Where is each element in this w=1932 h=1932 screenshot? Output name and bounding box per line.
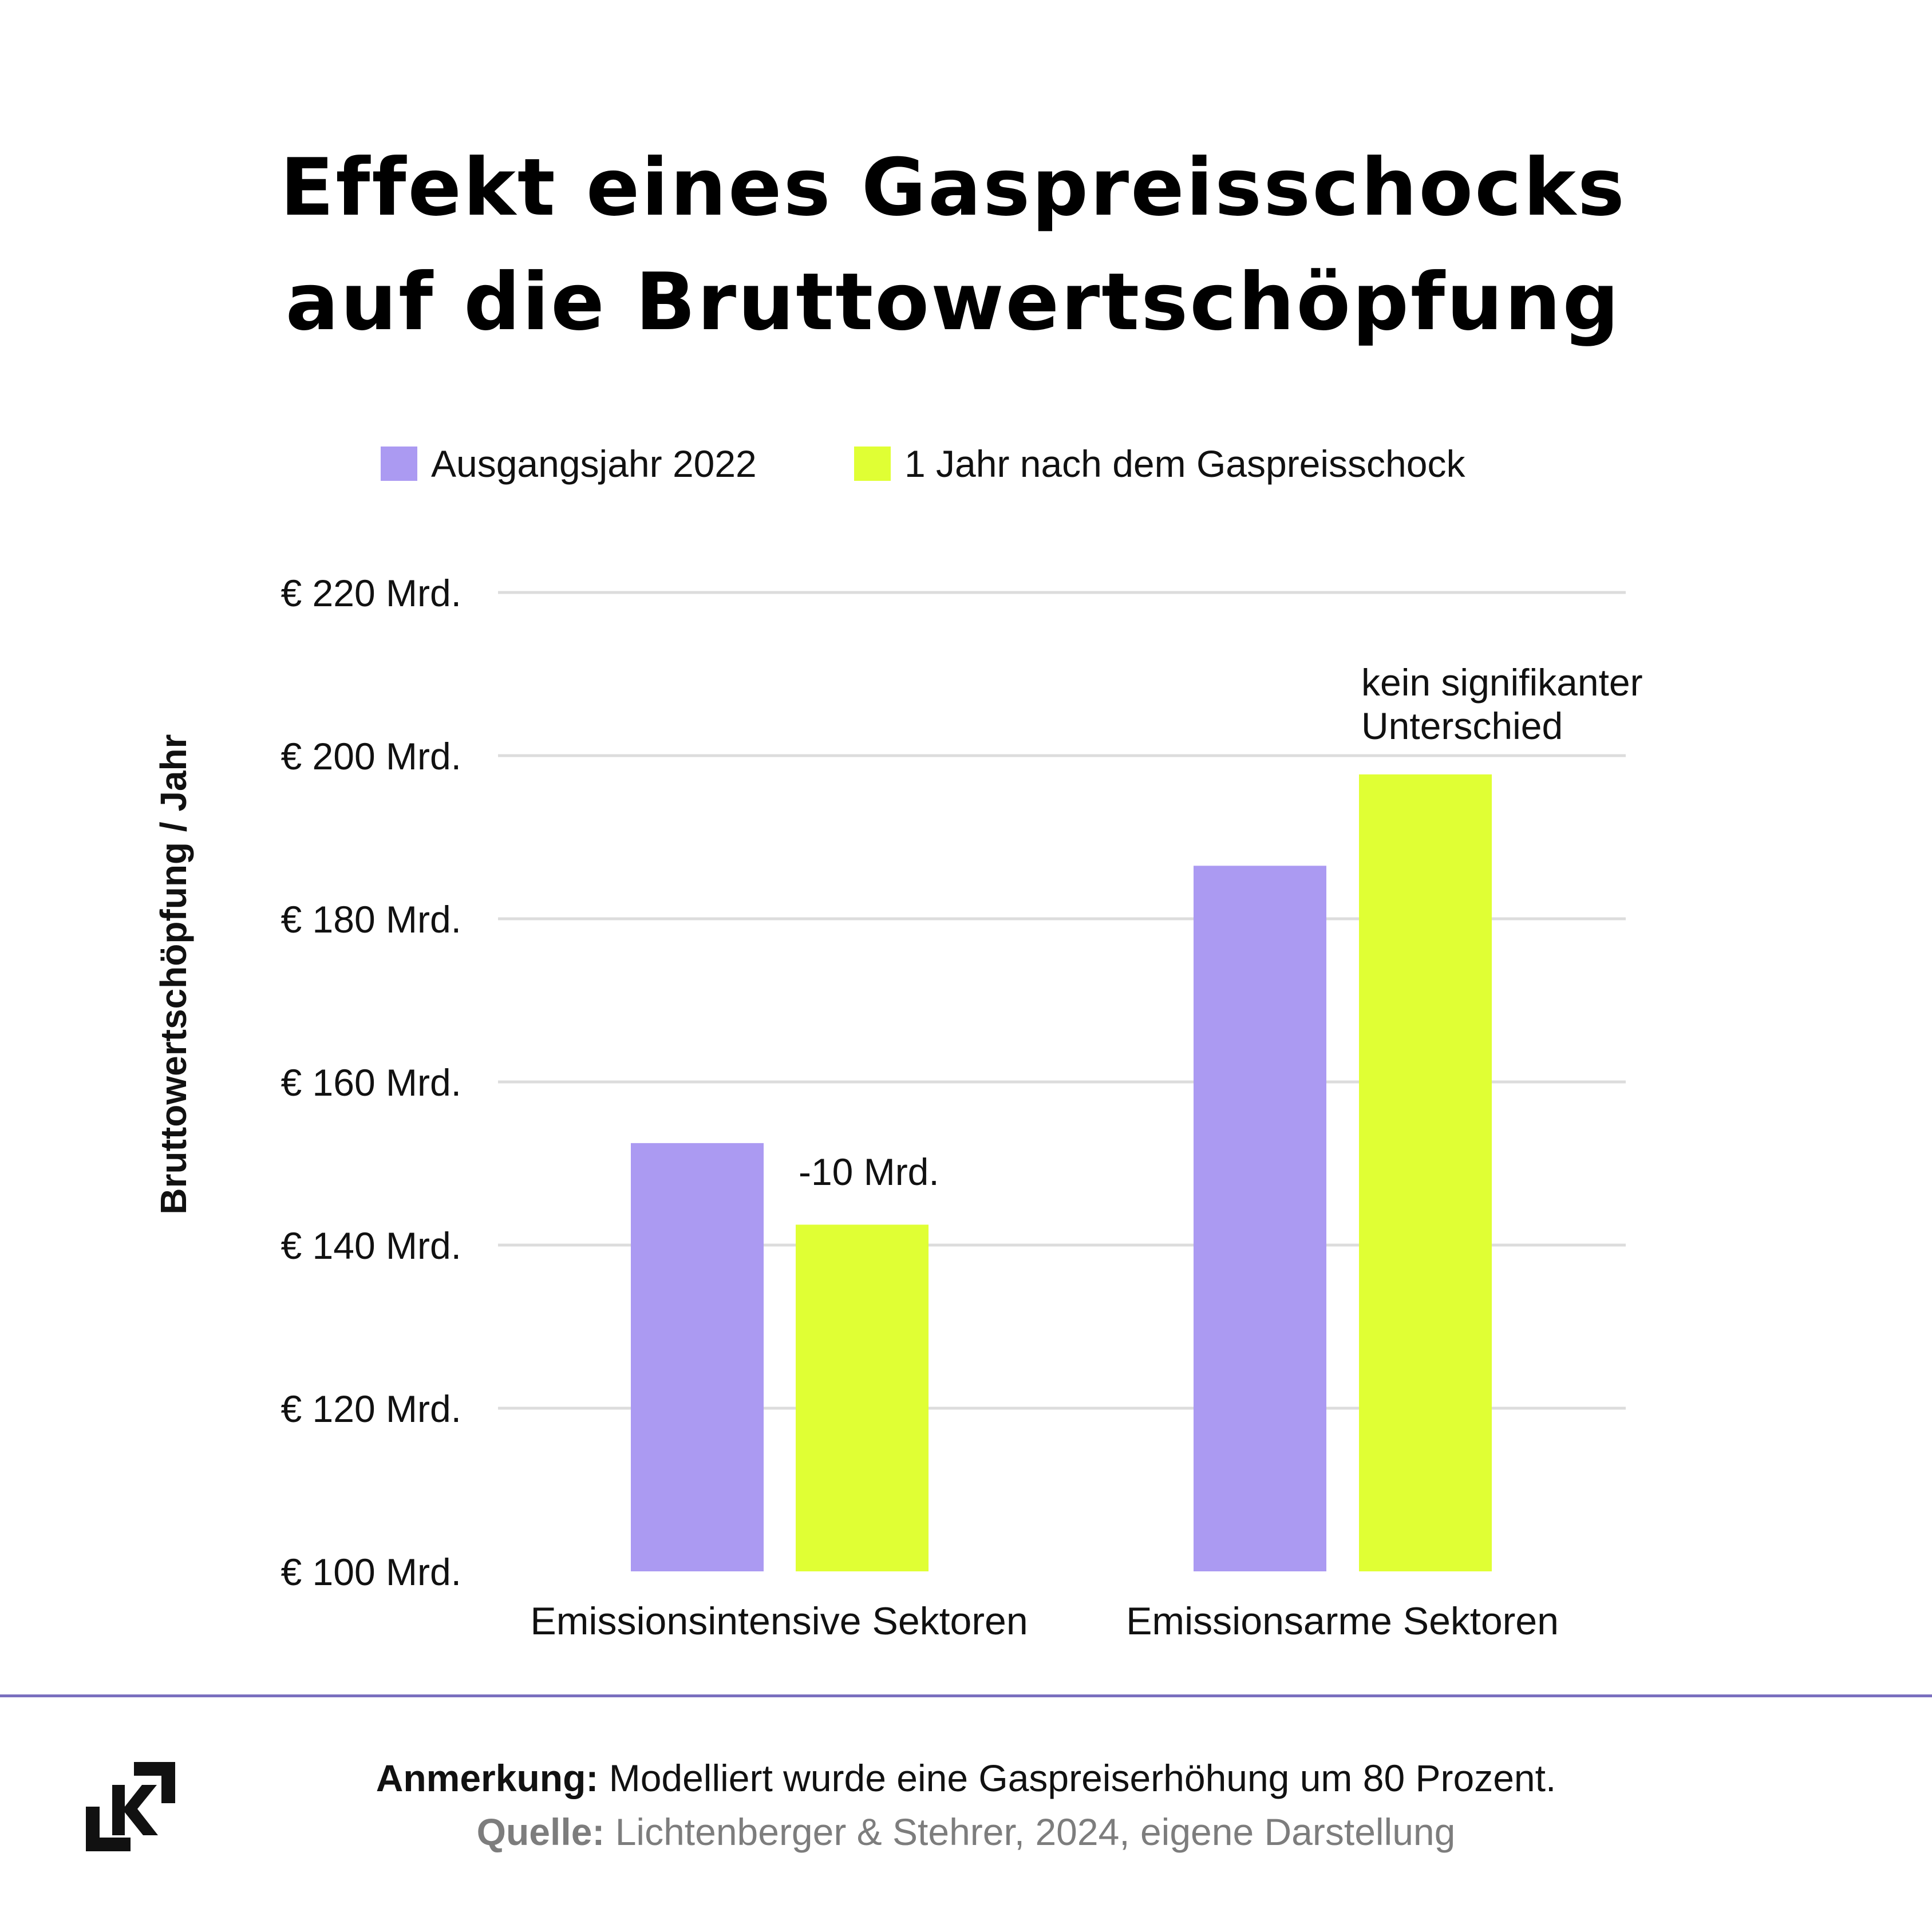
annotation-line: Unterschied — [1361, 705, 1563, 747]
bar-after-shock-0 — [796, 1224, 929, 1571]
annotation-line: kein signifikanter — [1361, 661, 1643, 704]
legend-swatch-baseline — [381, 447, 417, 481]
source-text: Lichtenberger & Stehrer, 2024, eigene Da… — [605, 1811, 1456, 1853]
y-tick-label: € 120 Mrd. — [281, 1388, 462, 1430]
chart-legend: Ausgangsjahr 2022 1 Jahr nach dem Gaspre… — [0, 438, 1932, 489]
bar-after-shock-1 — [1359, 774, 1492, 1571]
footer-divider — [0, 1694, 1932, 1697]
k-bracket-logo-icon — [86, 1762, 175, 1851]
bar-baseline-1 — [1194, 866, 1326, 1571]
y-tick-label: € 180 Mrd. — [281, 898, 462, 941]
legend-swatch-after-shock — [854, 447, 891, 481]
footer-note: Anmerkung: Modelliert wurde eine Gasprei… — [0, 1756, 1932, 1800]
legend-label-after-shock: 1 Jahr nach dem Gaspreisschock — [904, 442, 1465, 485]
y-tick-label: € 160 Mrd. — [281, 1061, 462, 1104]
legend-item-after-shock: 1 Jahr nach dem Gaspreisschock — [854, 438, 1465, 489]
footer-source: Quelle: Lichtenberger & Stehrer, 2024, e… — [0, 1810, 1932, 1854]
chart-title-line-2: auf die Bruttowertschöpfung — [285, 256, 1621, 348]
x-category-label: Emissionsintensive Sektoren — [530, 1599, 1028, 1643]
x-category-label: Emissionsarme Sektoren — [1126, 1599, 1559, 1643]
bar-chart: € 100 Mrd. € 120 Mrd. € 140 Mrd. € 160 Mrd.… — [153, 572, 1643, 1643]
legend-label-baseline: Ausgangsjahr 2022 — [431, 442, 757, 485]
chart-title-line-1: Effekt eines Gaspreisschocks — [280, 141, 1626, 234]
note-label: Anmerkung: — [376, 1757, 599, 1799]
annotation-difference: -10 Mrd. — [799, 1151, 939, 1193]
y-tick-label: € 220 Mrd. — [281, 572, 462, 614]
y-tick-label: € 140 Mrd. — [281, 1224, 462, 1267]
annotation-no-significant-difference: kein signifikanter Unterschied — [1361, 661, 1643, 747]
bar-baseline-0 — [631, 1143, 764, 1571]
legend-item-baseline: Ausgangsjahr 2022 — [381, 438, 757, 489]
y-tick-label: € 100 Mrd. — [281, 1551, 462, 1593]
source-label: Quelle: — [476, 1811, 605, 1853]
y-tick-label: € 200 Mrd. — [281, 735, 462, 777]
y-axis-label: Bruttowertschöpfung / Jahr — [153, 734, 194, 1214]
note-text: Modelliert wurde eine Gaspreiserhöhung u… — [598, 1757, 1556, 1799]
chart-title: Effekt eines Gaspreisschocks auf die Bru… — [0, 131, 1906, 359]
